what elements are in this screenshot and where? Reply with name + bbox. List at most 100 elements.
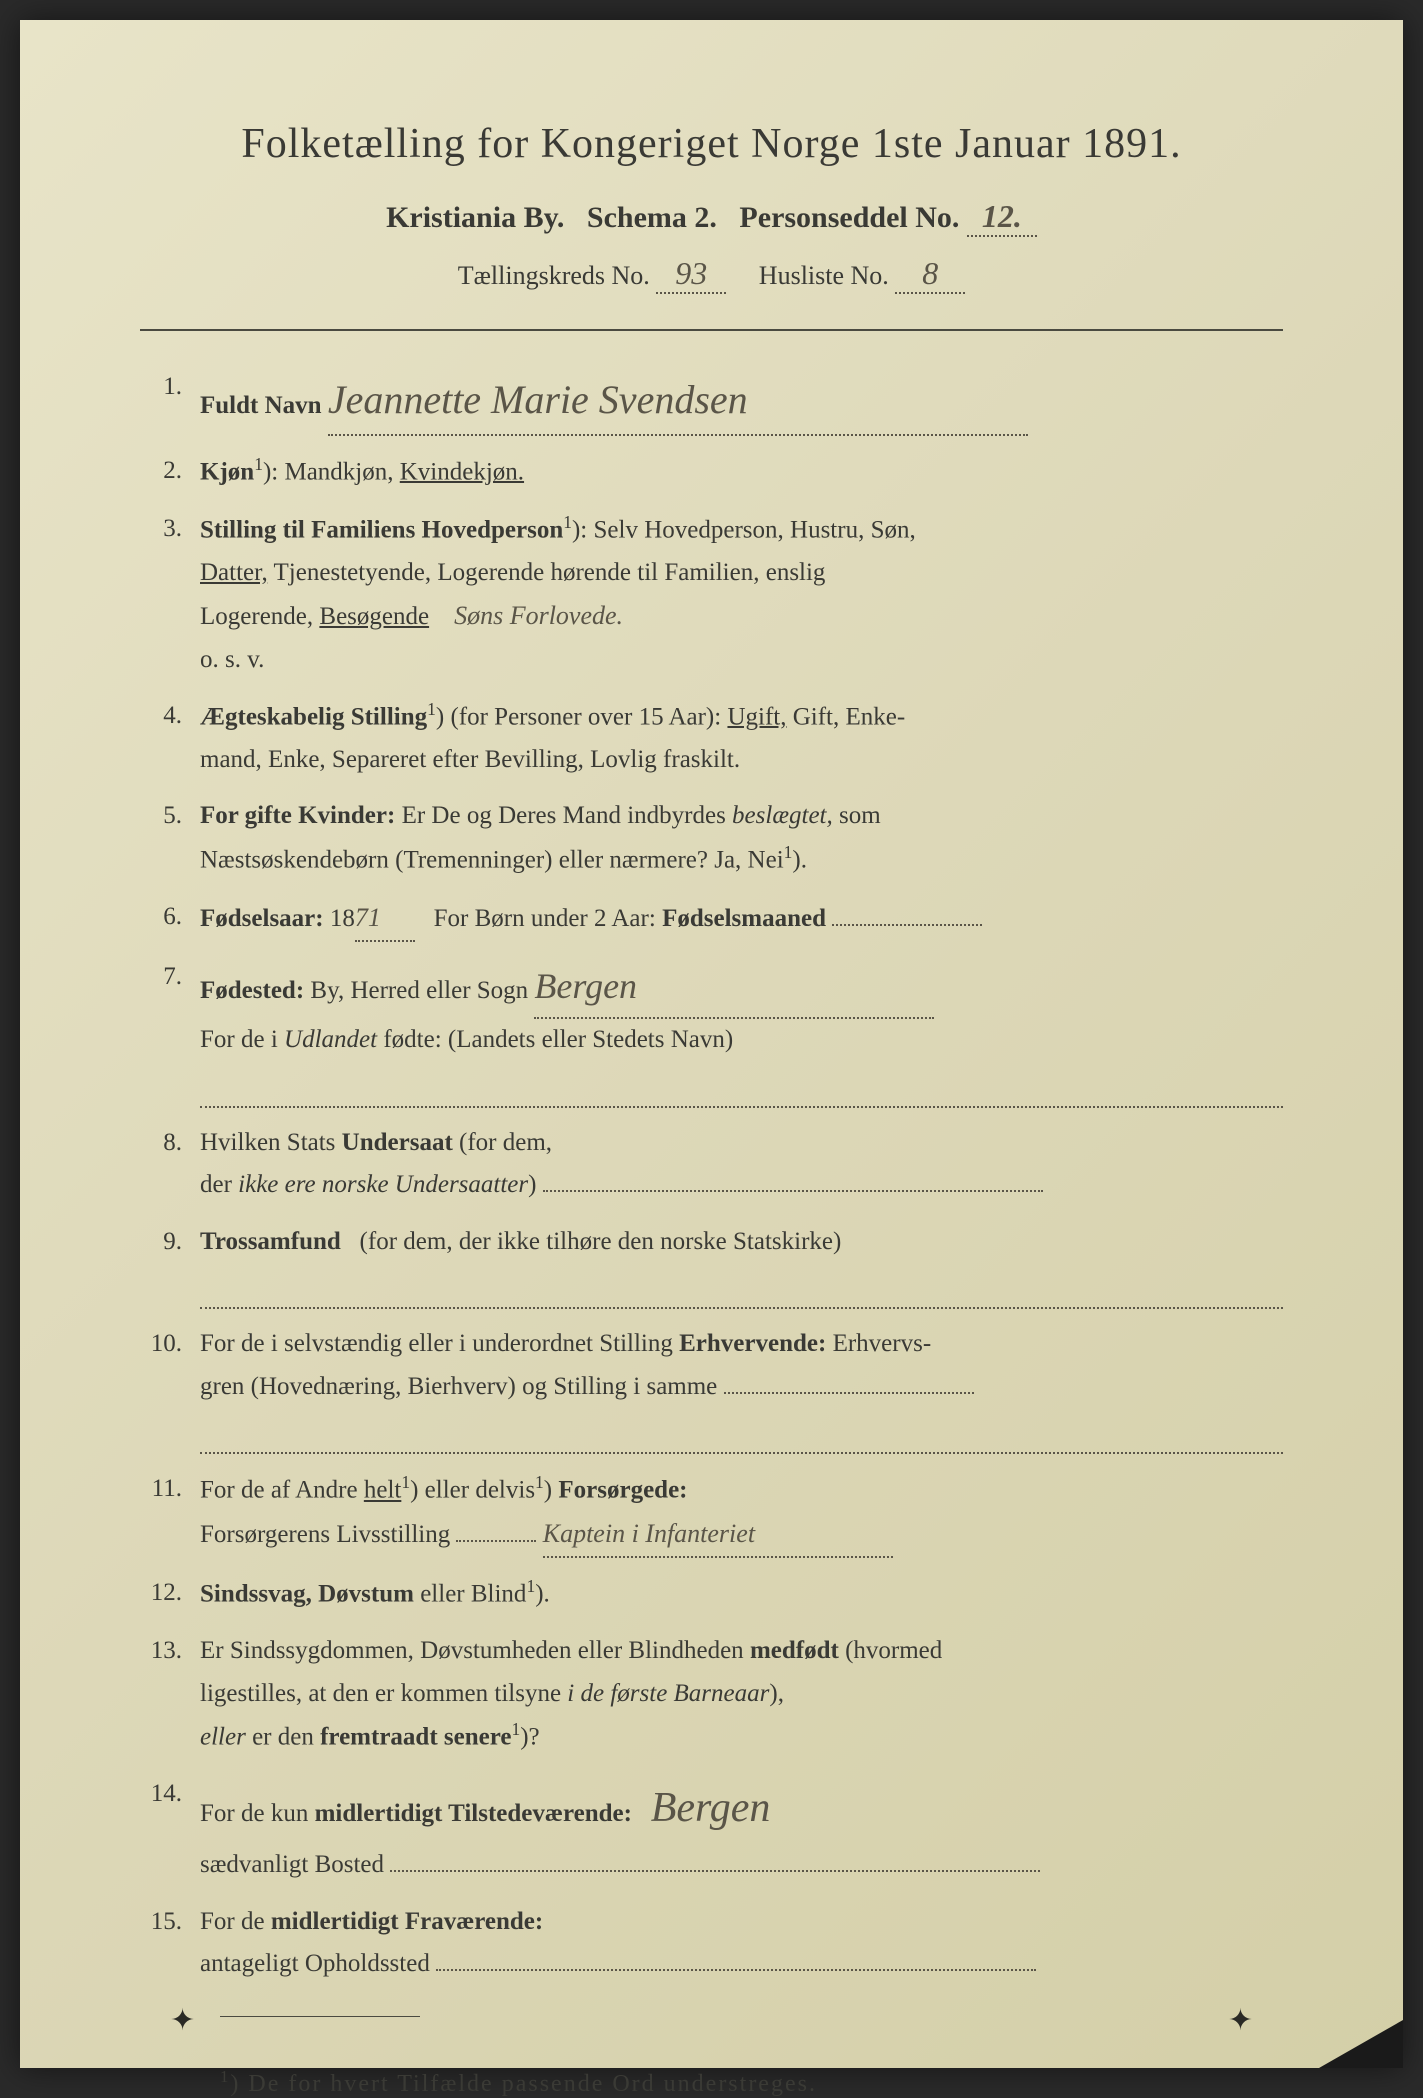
q14-blank [390,1870,1040,1872]
q12-sup: 1 [526,1576,535,1596]
q15-blank [436,1969,1036,1971]
q11-text1: For de af Andre [200,1477,358,1504]
q14-value: Bergen [651,1773,771,1844]
q2-content: Kjøn1): Mandkjøn, Kvindekjøn. [200,450,1283,494]
q5-num: 5. [140,795,200,881]
q11-sup1: 1 [401,1472,410,1492]
q12-label: Sindssvag, Døvstum [200,1581,414,1608]
q3-handnote: Søns Forlovede. [454,601,623,630]
q10-blank1 [724,1392,974,1394]
q5-text1: Er De og Deres Mand indbyrdes [402,802,726,829]
q8-italic: ikke ere norske Undersaatter [238,1171,528,1198]
corner-marks: ✦ ✦ [20,2003,1403,2038]
q3-label: Stilling til Familiens Hovedperson [200,516,563,543]
q3-line4: o. s. v. [200,646,264,673]
mark-right: ✦ [1228,2003,1253,2038]
q14-label: midlertidigt Tilstedeværende: [315,1800,632,1827]
q12-row: 12. Sindssvag, Døvstum eller Blind1). [140,1572,1283,1616]
q5-end: ). [792,846,807,873]
q7-value: Bergen [534,956,934,1019]
q4-num: 4. [140,695,200,781]
q13-text2: (hvormed [845,1637,942,1664]
q8-text2: (for dem, [459,1129,552,1156]
q5-text2: som [839,802,881,829]
q13-italic: i de første Barneaar [567,1680,769,1707]
q11-value: Kaptein i Infanteriet [543,1512,893,1558]
census-form-page: Folketælling for Kongeriget Norge 1ste J… [20,20,1403,2068]
person-label: Personseddel No. [739,201,959,234]
main-title: Folketælling for Kongeriget Norge 1ste J… [140,120,1283,168]
mark-left: ✦ [170,2003,195,2038]
q5-italic1: beslægtet, [732,802,833,829]
q8-content: Hvilken Stats Undersaat (for dem, der ik… [200,1122,1283,1207]
q13-line2b: ), [769,1680,784,1707]
q8-text1: Hvilken Stats [200,1129,335,1156]
q5-content: For gifte Kvinder: Er De og Deres Mand i… [200,795,1283,881]
schema-label: Schema 2. [587,201,717,234]
q7-num: 7. [140,956,200,1108]
q11-content: For de af Andre helt1) eller delvis1) Fo… [200,1468,1283,1558]
q11-sup2: 1 [535,1472,544,1492]
q8-blank [543,1190,1043,1192]
q11-line2: Forsørgerens Livsstilling [200,1521,450,1548]
q13-num: 13. [140,1630,200,1759]
q6-text2: For Børn under 2 Aar: [434,905,656,932]
q3-content: Stilling til Familiens Hovedperson1): Se… [200,508,1283,681]
q12-end: ). [535,1581,550,1608]
q6-label: Fødselsaar: [200,905,324,932]
q4-sup: 1 [427,699,436,719]
q10-blank2 [200,1414,1283,1454]
q3-line1a: Selv Hovedperson, Hustru, Søn, [594,516,916,543]
q4-rest1: Gift, Enke- [793,703,905,730]
q6-num: 6. [140,896,200,942]
q15-content: For de midlertidigt Fraværende: antageli… [200,1901,1283,1986]
footnote-text: ) De for hvert Tilfælde passende Ord und… [230,2071,817,2097]
district-no: 93 [656,255,726,294]
subtitle-row: Kristiania By. Schema 2. Personseddel No… [140,198,1283,237]
q2-label: Kjøn [200,458,254,485]
q13-content: Er Sindssygdommen, Døvstumheden eller Bl… [200,1630,1283,1759]
q12-text: eller Blind [420,1581,526,1608]
q1-value: Jeannette Marie Svendsen [328,366,1028,436]
q3-sup: 1 [563,512,572,532]
q13-text1: Er Sindssygdommen, Døvstumheden eller Bl… [200,1637,744,1664]
q11-text2: ) eller delvis [410,1477,535,1504]
q11-num: 11. [140,1468,200,1558]
q2-num: 2. [140,450,200,494]
q8-row: 8. Hvilken Stats Undersaat (for dem, der… [140,1122,1283,1207]
q6-year: 71 [355,896,415,942]
q10-text2: Erhvervs- [833,1330,932,1357]
q1-label: Fuldt Navn [200,392,322,419]
q12-content: Sindssvag, Døvstum eller Blind1). [200,1572,1283,1616]
district-label: Tællingskreds No. [458,261,650,290]
q13-end: )? [520,1723,539,1750]
q7-label: Fødested: [200,977,304,1004]
q15-line2: antageligt Opholdssted [200,1950,430,1977]
person-no-value: 12. [967,198,1037,237]
q1-row: 1. Fuldt Navn Jeannette Marie Svendsen [140,366,1283,436]
footnote: 1) De for hvert Tilfælde passende Ord un… [140,2067,1283,2098]
q5-row: 5. For gifte Kvinder: Er De og Deres Man… [140,795,1283,881]
q5-label: For gifte Kvinder: [200,802,395,829]
q14-text1: For de kun [200,1800,308,1827]
divider [140,329,1283,331]
q10-line2: gren (Hovednæring, Bierhverv) og Stillin… [200,1373,717,1400]
q8-line2a: der [200,1171,232,1198]
q3-besogende: Besøgende [319,603,429,630]
subtitle2-row: Tællingskreds No. 93 Husliste No. 8 [140,255,1283,294]
q7-content: Fødested: By, Herred eller Sogn Bergen F… [200,956,1283,1108]
houselist-label: Husliste No. [759,261,889,290]
houselist-no: 8 [895,255,965,294]
q6-label2: Fødselsmaaned [662,905,826,932]
q9-content: Trossamfund (for dem, der ikke tilhøre d… [200,1221,1283,1310]
q9-num: 9. [140,1221,200,1310]
q14-content: For de kun midlertidigt Tilstedeværende:… [200,1773,1283,1887]
q3-line3a: Logerende, [200,603,313,630]
q14-line2: sædvanligt Bosted [200,1851,384,1878]
q13-sup: 1 [511,1719,520,1739]
q15-label: midlertidigt Fraværende: [271,1908,543,1935]
q15-num: 15. [140,1901,200,1986]
q4-ugift: Ugift, [727,703,786,730]
q4-content: Ægteskabelig Stilling1) (for Personer ov… [200,695,1283,781]
q10-label: Erhvervende: [679,1330,826,1357]
